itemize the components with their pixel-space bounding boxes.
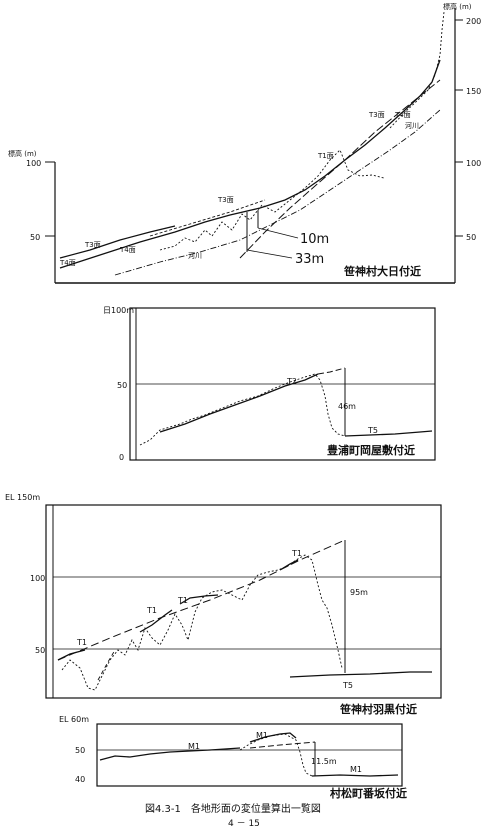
right-tick-label-50: 50 bbox=[466, 233, 476, 242]
surface-label-t1-b: T1 bbox=[146, 606, 157, 615]
profile-m1-b bbox=[249, 732, 297, 743]
page-number: 4 － 15 bbox=[228, 819, 260, 829]
surface-label-t4-c: T4面 bbox=[394, 111, 411, 119]
profile-t4-line bbox=[114, 109, 441, 276]
secondary-dashed-a bbox=[97, 649, 116, 681]
profile-t2-surface bbox=[159, 373, 319, 433]
axis-label-okayashiki: 日100m bbox=[103, 306, 134, 315]
axis-label-haguro: EL 150m bbox=[5, 493, 40, 502]
right-tick-label-200: 200 bbox=[466, 17, 481, 26]
figure-caption: 図4.3-1 各地形面の変位量算出一覧図 bbox=[145, 802, 321, 815]
location-label-haguro: 笹神村羽黒付近 bbox=[340, 702, 417, 716]
surface-label-t5: T5 bbox=[342, 681, 353, 690]
river-label-right: 河川 bbox=[405, 122, 419, 130]
river-profile-right-dotted bbox=[389, 11, 445, 129]
surface-label-m1-c: M1 bbox=[350, 765, 362, 774]
projection-m1-dashed bbox=[249, 741, 316, 749]
surface-label-t1: T1面 bbox=[317, 152, 334, 160]
river-label-left: 河川 bbox=[188, 252, 202, 260]
river-profile-dotted bbox=[159, 149, 385, 251]
displacement-label-95m: 95m bbox=[350, 588, 368, 597]
surface-label-t1-a: T1 bbox=[76, 638, 87, 647]
tick-label-0: 0 bbox=[119, 453, 124, 462]
fault-projection-line bbox=[239, 79, 441, 259]
displacement-label-10m: 10m bbox=[300, 232, 329, 247]
panel-bansaka: EL 60m 50 40 M1 M1 M1 11.5m 村松町番坂付近 bbox=[59, 715, 407, 800]
tick-label-100: 100 bbox=[30, 574, 45, 583]
location-label-okayashiki: 豊浦町岡屋敷付近 bbox=[327, 443, 415, 457]
leader-33m bbox=[246, 249, 293, 259]
tick-label-50: 50 bbox=[35, 646, 45, 655]
right-tick-label-150: 150 bbox=[466, 87, 481, 96]
panel-daini: 標高 (m) 100 50 標高 (m) 200 150 100 50 T4面 … bbox=[8, 2, 481, 284]
projection-t1-dashed bbox=[57, 539, 346, 661]
surface-label-t3-b: T3面 bbox=[217, 196, 234, 204]
displacement-label-33m: 33m bbox=[295, 252, 324, 267]
surface-label-t4-a: T4面 bbox=[59, 259, 76, 267]
profile-t1-b bbox=[139, 609, 173, 633]
surface-label-t4-b: T4面 bbox=[119, 246, 136, 254]
profile-t5-surface bbox=[344, 430, 433, 437]
location-label-bansaka: 村松町番坂付近 bbox=[330, 786, 407, 800]
left-axis-label: 標高 (m) bbox=[8, 149, 37, 158]
surface-label-t3-a: T3面 bbox=[84, 241, 101, 249]
surface-label-t3-c: T3面 bbox=[368, 111, 385, 119]
left-tick-label-50: 50 bbox=[30, 233, 40, 242]
surface-label-m1-b: M1 bbox=[256, 731, 268, 740]
projection-t3-dashed bbox=[149, 199, 266, 237]
profile-m1-lower bbox=[311, 774, 399, 777]
profile-m1-a bbox=[99, 747, 241, 761]
profile-t3-left bbox=[59, 225, 176, 259]
surface-label-t1-d: T1 bbox=[291, 549, 302, 558]
left-tick-label-100: 100 bbox=[26, 159, 41, 168]
profile-t5-surface bbox=[289, 671, 432, 678]
projection-t2-dashed bbox=[317, 367, 346, 375]
tick-label-40: 40 bbox=[75, 775, 85, 784]
surface-label-t1-c: T1 bbox=[177, 596, 188, 605]
profile-haguro-dotted bbox=[61, 554, 343, 691]
displacement-label-11-5m: 11.5m bbox=[311, 757, 337, 766]
frame-haguro bbox=[45, 504, 442, 699]
frame-bansaka bbox=[96, 723, 403, 787]
panel-okayashiki: 日100m 50 0 T2 T5 46m 豊浦町岡屋敷付近 bbox=[103, 306, 436, 462]
panel-haguro: EL 150m 100 50 T1 T1 T1 T1 T5 95m 笹神村羽黒付… bbox=[5, 493, 442, 716]
displacement-label-46m: 46m bbox=[338, 402, 356, 411]
leader-10m bbox=[257, 227, 299, 239]
profile-bansaka-dotted bbox=[239, 733, 313, 777]
profile-okayashiki-dotted bbox=[139, 373, 346, 446]
profile-upper-surface bbox=[59, 59, 441, 269]
tick-label-50: 50 bbox=[117, 381, 127, 390]
surface-label-t5: T5 bbox=[367, 426, 378, 435]
surface-label-t2: T2 bbox=[286, 377, 297, 386]
right-tick-label-100: 100 bbox=[466, 159, 481, 168]
right-axis-label: 標高 (m) bbox=[443, 2, 472, 11]
profile-t1-c bbox=[179, 594, 219, 605]
surface-label-m1-a: M1 bbox=[188, 742, 200, 751]
axis-label-bansaka: EL 60m bbox=[59, 715, 89, 724]
location-label-daini: 笹神村大日付近 bbox=[344, 264, 421, 278]
tick-label-50: 50 bbox=[75, 746, 85, 755]
